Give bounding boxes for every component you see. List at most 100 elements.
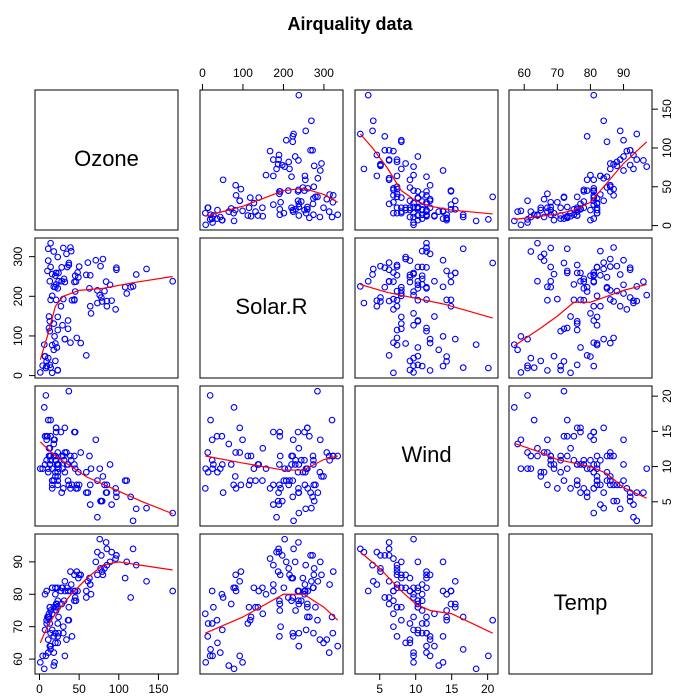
point — [597, 172, 604, 180]
point — [443, 267, 450, 275]
point — [439, 587, 447, 595]
point — [276, 428, 284, 436]
point — [46, 277, 54, 285]
point — [288, 173, 295, 181]
point — [47, 263, 54, 271]
point — [393, 603, 401, 611]
point — [50, 248, 58, 255]
point — [573, 326, 581, 334]
point — [44, 613, 51, 621]
point — [44, 416, 52, 424]
point — [426, 335, 434, 343]
point — [418, 581, 426, 588]
point — [309, 584, 317, 592]
point — [334, 642, 342, 650]
point — [86, 285, 93, 292]
point — [289, 633, 297, 640]
point — [47, 296, 54, 304]
point — [537, 357, 545, 365]
point — [230, 665, 238, 673]
point — [410, 310, 417, 317]
point — [57, 428, 65, 436]
point — [406, 636, 414, 643]
point — [397, 558, 405, 566]
point — [236, 197, 244, 205]
point — [269, 428, 277, 436]
point — [301, 581, 309, 588]
point — [626, 266, 634, 274]
point — [610, 497, 617, 505]
point — [309, 493, 316, 501]
point — [67, 339, 74, 347]
point — [600, 117, 608, 125]
point — [306, 613, 313, 621]
point — [402, 160, 409, 167]
point — [132, 505, 140, 513]
point — [423, 239, 430, 247]
point — [593, 209, 601, 217]
point — [577, 269, 584, 277]
point — [51, 658, 58, 666]
y-tick-label: 100 — [11, 326, 25, 346]
point — [534, 277, 541, 285]
point — [406, 273, 414, 281]
point — [52, 629, 59, 637]
point — [593, 481, 601, 489]
point — [524, 465, 531, 473]
point — [414, 361, 422, 369]
point — [573, 477, 581, 484]
point — [307, 146, 314, 154]
point — [63, 250, 70, 258]
point — [414, 558, 422, 566]
point — [72, 485, 80, 492]
x-tick-label: 90 — [617, 66, 631, 80]
point — [423, 571, 430, 579]
x-tick-label: 0 — [36, 682, 43, 696]
point — [527, 248, 535, 255]
point — [232, 181, 240, 189]
point — [94, 299, 101, 307]
point — [527, 208, 535, 215]
point — [640, 278, 647, 285]
point — [280, 209, 288, 217]
point — [52, 452, 59, 460]
point — [385, 600, 393, 608]
point — [59, 485, 67, 492]
point — [426, 571, 434, 579]
point — [259, 444, 267, 452]
point — [318, 571, 325, 579]
point — [560, 259, 568, 267]
point — [108, 297, 116, 305]
point — [410, 187, 417, 195]
point — [567, 212, 574, 220]
point — [218, 626, 226, 634]
point — [439, 283, 447, 291]
point — [485, 364, 492, 372]
point — [269, 587, 277, 595]
point — [540, 257, 548, 264]
point — [314, 577, 322, 585]
smooth-line — [514, 442, 647, 499]
point — [414, 153, 422, 160]
smooth-line — [513, 283, 647, 347]
point — [67, 485, 74, 492]
point — [54, 326, 62, 334]
point — [593, 461, 601, 468]
point — [373, 151, 381, 159]
point — [385, 539, 393, 546]
point — [385, 552, 393, 559]
point — [560, 357, 568, 365]
point — [55, 465, 62, 473]
point — [423, 191, 430, 199]
point — [590, 302, 598, 310]
point — [590, 278, 598, 286]
point — [537, 468, 545, 476]
point — [377, 294, 384, 301]
point — [385, 176, 393, 184]
y-tick-label: 10 — [660, 460, 674, 474]
point — [262, 465, 270, 473]
point — [603, 138, 611, 146]
point — [295, 597, 302, 605]
point — [53, 344, 61, 351]
point — [58, 584, 66, 592]
